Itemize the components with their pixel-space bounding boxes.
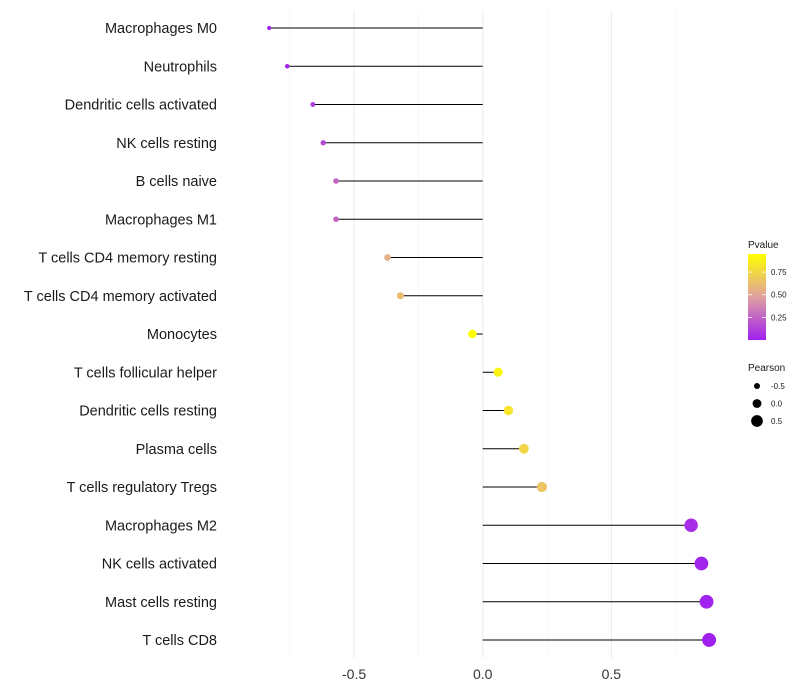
- lollipop-dot: [518, 443, 529, 454]
- size-legend-dot: [754, 383, 760, 389]
- colorbar-tick-label: 0.25: [771, 313, 787, 322]
- category-label: Macrophages M0: [105, 21, 217, 37]
- category-label: T cells regulatory Tregs: [67, 480, 217, 496]
- lollipop-dot: [699, 594, 714, 609]
- lollipop-dot: [493, 367, 503, 377]
- lollipop-dots: [267, 25, 717, 647]
- lollipop-dot: [694, 556, 709, 571]
- category-label: Monocytes: [147, 327, 217, 343]
- colorbar-tick-label: 0.75: [771, 268, 787, 277]
- category-label: Dendritic cells activated: [65, 98, 217, 114]
- size-legend-label: 0.5: [771, 417, 783, 426]
- lollipop-dot: [310, 101, 316, 108]
- lollipop-dot: [320, 140, 326, 146]
- category-label: T cells follicular helper: [74, 365, 217, 381]
- category-label: B cells naive: [136, 174, 217, 190]
- pvalue-legend: Pvalue 0.25 0.50 0.75: [748, 240, 787, 340]
- lollipop-dot: [267, 25, 272, 31]
- lollipop-dot: [684, 518, 698, 532]
- lollipop-dot: [333, 178, 339, 184]
- size-legend-label: -0.5: [771, 382, 785, 391]
- pearson-legend-title: Pearson: [748, 363, 785, 374]
- pvalue-colorbar: [748, 254, 766, 340]
- category-label: Mast cells resting: [105, 595, 217, 611]
- x-tick-label: 0.5: [602, 666, 622, 682]
- lollipop-dot: [503, 405, 514, 416]
- category-labels: Macrophages M0 Neutrophils Dendritic cells…: [24, 21, 217, 649]
- category-label: Dendritic cells resting: [79, 404, 217, 420]
- lollipop-dot: [702, 633, 717, 647]
- pearson-legend: Pearson -0.5 0.0 0.5: [748, 363, 785, 427]
- lollipop-stems: [269, 27, 710, 641]
- size-legend-dot: [751, 415, 763, 427]
- size-legend-label: 0.0: [771, 400, 783, 409]
- category-label: T cells CD8: [142, 633, 217, 649]
- lollipop-dot: [384, 254, 391, 261]
- pvalue-legend-title: Pvalue: [748, 240, 779, 251]
- category-label: Macrophages M1: [105, 212, 217, 228]
- category-label: Neutrophils: [144, 59, 217, 75]
- category-label: Macrophages M2: [105, 518, 217, 534]
- colorbar-tick-label: 0.50: [771, 291, 787, 300]
- category-label: T cells CD4 memory resting: [38, 251, 217, 267]
- lollipop-dot: [396, 292, 404, 300]
- category-label: NK cells activated: [102, 557, 217, 573]
- lollipop-dot: [284, 63, 290, 69]
- lollipop-dot: [536, 481, 547, 493]
- x-axis-ticks: -0.5 0.0 0.5: [342, 666, 621, 682]
- lollipop-dot: [468, 329, 477, 339]
- size-legend-dot: [752, 399, 762, 408]
- x-tick-label: -0.5: [342, 666, 366, 682]
- x-tick-label: 0.0: [473, 666, 493, 682]
- category-label: Plasma cells: [136, 442, 217, 458]
- category-label: NK cells resting: [116, 136, 217, 152]
- lollipop-dot: [333, 216, 339, 223]
- category-label: T cells CD4 memory activated: [24, 289, 217, 305]
